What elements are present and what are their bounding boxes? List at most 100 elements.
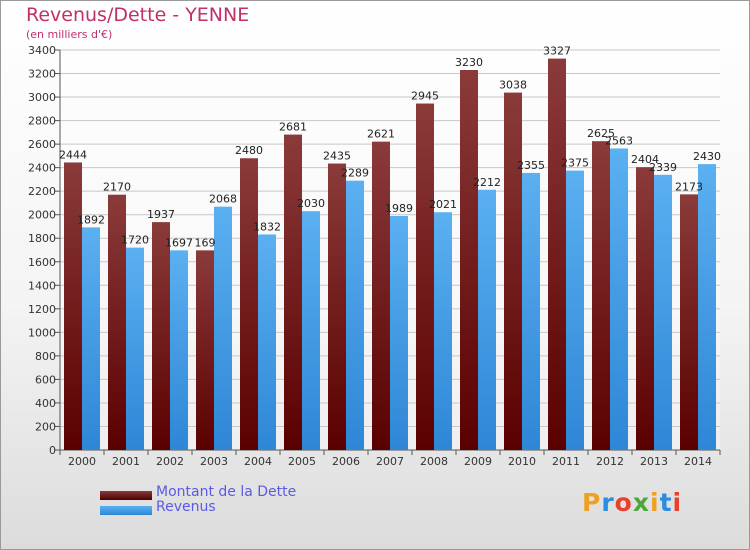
bar-dette bbox=[548, 58, 566, 451]
data-label-dette: 2621 bbox=[367, 128, 395, 141]
y-tick-label: 200 bbox=[35, 420, 56, 433]
x-tick-label: 2000 bbox=[68, 455, 96, 468]
logo-letter: t bbox=[659, 488, 673, 517]
y-tick-label: 600 bbox=[35, 373, 56, 386]
chart-subtitle: (en milliers d'€) bbox=[26, 28, 113, 41]
bar-dette bbox=[152, 222, 170, 450]
bar-dette bbox=[328, 163, 346, 450]
y-tick-label: 2600 bbox=[28, 138, 56, 151]
data-label-dette: 1937 bbox=[147, 208, 175, 221]
data-label-revenus: 1892 bbox=[77, 213, 105, 226]
data-label-revenus: 2355 bbox=[517, 159, 545, 172]
x-tick-label: 2010 bbox=[508, 455, 536, 468]
bar-revenus bbox=[522, 172, 540, 451]
data-label-revenus: 2289 bbox=[341, 167, 369, 180]
x-tick-label: 2008 bbox=[420, 455, 448, 468]
x-tick-label: 2011 bbox=[552, 455, 580, 468]
bar-revenus bbox=[434, 212, 452, 450]
bar-dette bbox=[372, 141, 390, 450]
data-label-revenus: 2030 bbox=[297, 197, 325, 210]
bar-dette bbox=[592, 141, 610, 451]
data-label-dette: 2480 bbox=[235, 144, 263, 157]
data-label-revenus: 2375 bbox=[561, 157, 589, 170]
data-label-dette: 3327 bbox=[543, 45, 571, 58]
bar-dette bbox=[196, 250, 214, 450]
bar-revenus bbox=[390, 216, 408, 450]
logo-letter: i bbox=[650, 488, 660, 517]
bar-revenus bbox=[170, 250, 188, 450]
data-label-revenus: 1697 bbox=[165, 236, 193, 249]
data-label-dette: 2945 bbox=[411, 90, 439, 103]
data-label-revenus: 2430 bbox=[693, 150, 721, 163]
x-tick-label: 2009 bbox=[464, 455, 492, 468]
legend-label-dette: Montant de la Dette bbox=[156, 484, 297, 500]
y-tick-label: 3400 bbox=[28, 44, 56, 57]
y-tick-label: 0 bbox=[49, 444, 56, 457]
data-label-dette: 169 bbox=[195, 236, 216, 249]
logo-letter: r bbox=[601, 488, 615, 517]
chart-title: Revenus/Dette - YENNE bbox=[26, 4, 250, 26]
data-label-dette: 3038 bbox=[499, 79, 527, 92]
bar-dette bbox=[504, 92, 522, 451]
bar-dette bbox=[240, 158, 258, 450]
x-tick-label: 2014 bbox=[684, 455, 712, 468]
bar-revenus bbox=[302, 211, 320, 450]
logo-letter: P bbox=[582, 488, 602, 517]
bar-dette bbox=[284, 134, 302, 450]
y-tick-label: 1200 bbox=[28, 303, 56, 316]
legend-swatch-dette bbox=[100, 491, 152, 500]
data-label-dette: 2681 bbox=[279, 121, 307, 134]
y-tick-label: 3000 bbox=[28, 91, 56, 104]
bar-dette bbox=[64, 162, 82, 450]
data-label-dette: 2173 bbox=[675, 180, 703, 193]
bar-dette bbox=[636, 167, 654, 451]
data-label-dette: 2444 bbox=[59, 148, 87, 161]
data-label-revenus: 1989 bbox=[385, 202, 413, 215]
logo-letter: i bbox=[672, 488, 683, 517]
logo-letter: o bbox=[614, 488, 633, 517]
y-tick-label: 3200 bbox=[28, 68, 56, 81]
legend-label-revenus: Revenus bbox=[156, 499, 216, 515]
legend-swatch-revenus bbox=[100, 506, 152, 515]
data-label-dette: 2435 bbox=[323, 150, 351, 163]
y-tick-label: 1400 bbox=[28, 279, 56, 292]
y-tick-label: 2200 bbox=[28, 185, 56, 198]
logo-letter: x bbox=[632, 488, 650, 517]
x-tick-label: 2013 bbox=[640, 455, 668, 468]
x-tick-label: 2002 bbox=[156, 455, 184, 468]
x-tick-label: 2003 bbox=[200, 455, 228, 468]
bar-dette bbox=[108, 194, 126, 450]
x-tick-label: 2004 bbox=[244, 455, 272, 468]
bar-dette bbox=[460, 70, 478, 450]
bar-revenus bbox=[346, 180, 364, 451]
bar-revenus bbox=[566, 170, 584, 450]
data-label-dette: 2625 bbox=[587, 127, 615, 140]
y-tick-label: 2000 bbox=[28, 209, 56, 222]
bar-revenus bbox=[610, 148, 628, 450]
data-label-revenus: 2563 bbox=[605, 134, 633, 147]
y-tick-label: 1000 bbox=[28, 326, 56, 339]
bar-dette bbox=[680, 194, 698, 450]
y-tick-label: 2800 bbox=[28, 115, 56, 128]
x-tick-label: 2001 bbox=[112, 455, 140, 468]
x-tick-label: 2006 bbox=[332, 455, 360, 468]
data-label-revenus: 2339 bbox=[649, 161, 677, 174]
data-label-dette: 3230 bbox=[455, 56, 483, 69]
bar-revenus bbox=[82, 227, 100, 450]
data-label-dette: 2170 bbox=[103, 181, 131, 194]
y-tick-label: 1600 bbox=[28, 256, 56, 269]
y-tick-label: 1800 bbox=[28, 232, 56, 245]
data-label-revenus: 2212 bbox=[473, 176, 501, 189]
data-label-revenus: 2021 bbox=[429, 198, 457, 211]
data-label-dette: 2404 bbox=[631, 153, 659, 166]
y-tick-label: 2400 bbox=[28, 162, 56, 175]
data-label-revenus: 2068 bbox=[209, 193, 237, 206]
data-label-revenus: 1720 bbox=[121, 234, 149, 247]
bar-revenus bbox=[214, 206, 232, 450]
data-label-revenus: 1832 bbox=[253, 220, 281, 233]
proxiti-logo: Proxiti bbox=[582, 488, 682, 517]
bar-revenus bbox=[698, 164, 716, 450]
bar-dette bbox=[416, 103, 434, 450]
bar-revenus bbox=[258, 234, 276, 450]
